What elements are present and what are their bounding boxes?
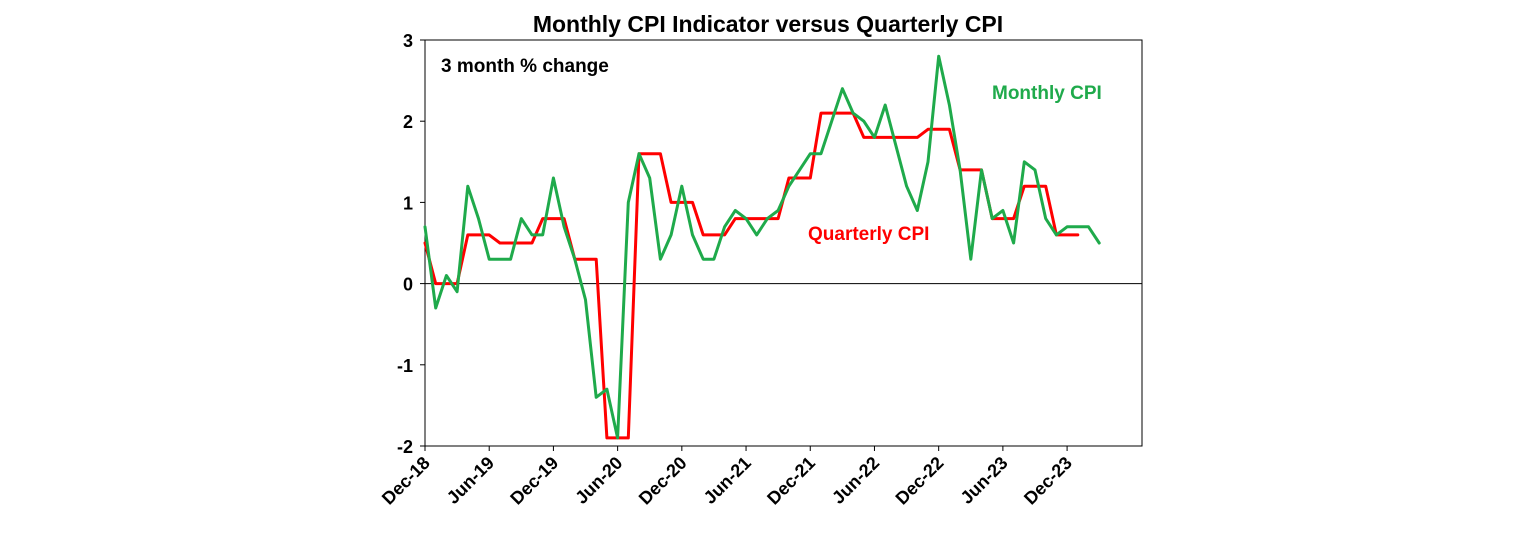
- y-tick-label: 1: [403, 193, 413, 213]
- x-tick-label: Jun-22: [828, 453, 883, 508]
- x-tick-label: Dec-23: [1020, 453, 1076, 509]
- series-layer: [423, 54, 1101, 440]
- series-label-monthly-cpi: Monthly CPI: [992, 83, 1102, 104]
- y-tick-label: -2: [397, 437, 413, 457]
- y-tick-label: 2: [403, 112, 413, 132]
- x-tick-label: Jun-23: [957, 453, 1012, 508]
- series-line-quarterly-cpi: [423, 111, 1080, 440]
- chart-title: Monthly CPI Indicator versus Quarterly C…: [533, 11, 1003, 37]
- chart-area: Monthly CPI Indicator versus Quarterly C…: [368, 0, 1168, 541]
- x-tick-label: Dec-20: [635, 453, 691, 509]
- y-axis: 3 2 1 0 -1 -2: [397, 31, 425, 457]
- axis-annotation: 3 month % change: [441, 56, 609, 77]
- x-tick-label: Dec-21: [763, 453, 819, 509]
- x-tick-label: Jun-19: [443, 453, 498, 508]
- y-tick-label: 0: [403, 275, 413, 295]
- x-axis: Dec-18 Jun-19 Dec-19 Jun-20 Dec-20 Jun-21 Dec-…: [378, 446, 1076, 509]
- y-tick-label: -1: [397, 356, 413, 376]
- series-line-monthly-cpi: [423, 54, 1101, 440]
- x-tick-label: Jun-21: [700, 453, 755, 508]
- series-label-quarterly-cpi: Quarterly CPI: [808, 224, 929, 245]
- plot-area-frame: [424, 39, 1143, 447]
- cpi-line-chart: Monthly CPI Indicator versus Quarterly C…: [378, 11, 1143, 509]
- x-tick-label: Dec-22: [892, 453, 948, 509]
- x-tick-label: Jun-20: [571, 453, 626, 508]
- x-tick-label: Dec-19: [506, 453, 562, 509]
- y-tick-label: 3: [403, 31, 413, 51]
- x-tick-label: Dec-18: [378, 453, 434, 509]
